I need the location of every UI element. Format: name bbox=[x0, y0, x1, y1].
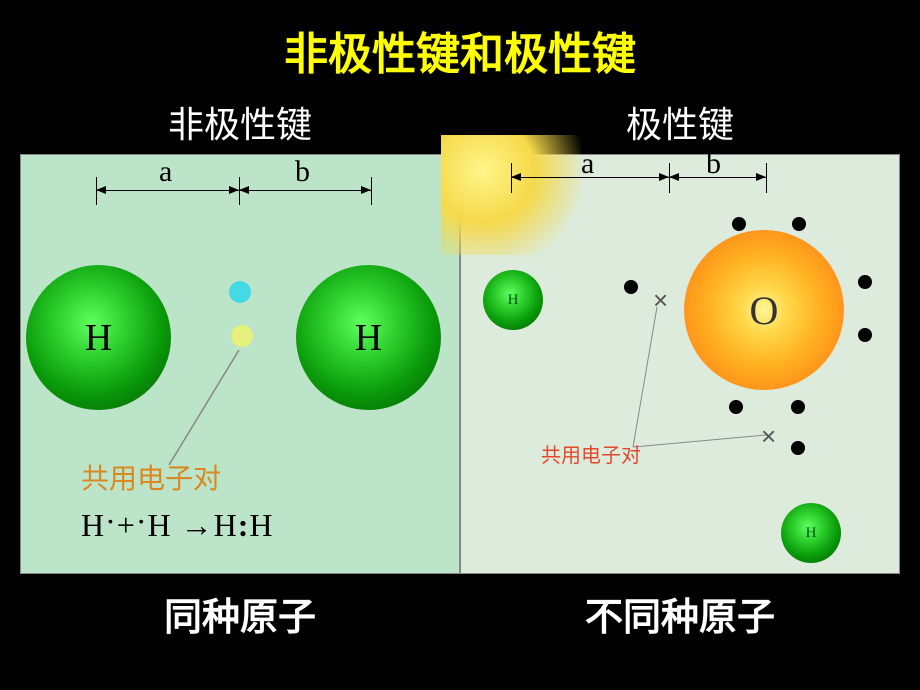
left-panel: 非极性键 a b H H bbox=[20, 92, 460, 641]
shared-label-left: 共用电子对 bbox=[81, 457, 221, 497]
lone-dot-3 bbox=[858, 275, 872, 289]
eq-colon: : bbox=[238, 507, 250, 543]
r-arrow-b-r bbox=[756, 173, 766, 181]
cross-2: × bbox=[761, 421, 776, 452]
left-panel-title: 非极性键 bbox=[168, 96, 312, 148]
r-arrow-a-r bbox=[659, 173, 669, 181]
r-arrow-a-l bbox=[511, 173, 521, 181]
atom-h-small-2: H bbox=[781, 503, 841, 563]
dim-line-a bbox=[96, 190, 239, 191]
main-title-text: 非极性键和极性键 bbox=[284, 30, 636, 79]
eq-part2: H bbox=[147, 507, 180, 543]
arrow-a-r bbox=[229, 186, 239, 194]
shared-label-right: 共用电子对 bbox=[541, 439, 641, 468]
eq-part4: H bbox=[249, 507, 273, 543]
lone-dot-6 bbox=[791, 400, 805, 414]
lone-dot-4 bbox=[858, 328, 872, 342]
r-arrow-b-l bbox=[669, 173, 679, 181]
right-diagram: a b O H H × × bbox=[460, 154, 900, 574]
main-title: 非极性键和极性键 bbox=[0, 0, 920, 92]
equation: H·+·H →H:H bbox=[81, 507, 273, 544]
dim-line-b bbox=[239, 190, 371, 191]
r-dim-tick-right bbox=[766, 163, 767, 193]
eq-part3: H bbox=[214, 507, 238, 543]
eq-plus: + bbox=[117, 507, 136, 543]
lone-dot-2 bbox=[792, 217, 806, 231]
atom-h-right: H bbox=[296, 265, 441, 410]
eq-dot2: · bbox=[136, 503, 148, 539]
atom-h-small-1-label: H bbox=[508, 292, 519, 309]
arrow-b-r bbox=[361, 186, 371, 194]
dim-label-a: a bbox=[159, 155, 172, 189]
bond-dot-1 bbox=[624, 280, 638, 294]
eq-dot: · bbox=[105, 503, 117, 539]
electron-cyan bbox=[229, 281, 251, 303]
bond-dot-2 bbox=[791, 441, 805, 455]
panels-container: 非极性键 a b H H bbox=[0, 92, 920, 641]
electron-yellow bbox=[231, 325, 253, 347]
arrow-a-l bbox=[96, 186, 106, 194]
atom-o: O bbox=[684, 230, 844, 390]
atom-h-small-1: H bbox=[483, 270, 543, 330]
right-panel-caption: 不同种原子 bbox=[585, 586, 775, 641]
r-dim-label-a: a bbox=[581, 147, 594, 181]
left-panel-caption: 同种原子 bbox=[164, 586, 316, 641]
arrow-b-l bbox=[239, 186, 249, 194]
dim-tick-right bbox=[371, 177, 372, 205]
atom-h-left: H bbox=[26, 265, 171, 410]
right-panel-title: 极性键 bbox=[626, 96, 734, 148]
cross-1: × bbox=[653, 285, 668, 316]
right-panel: 极性键 a b O H H bbox=[460, 92, 900, 641]
lone-dot-1 bbox=[732, 217, 746, 231]
dim-label-b: b bbox=[295, 155, 310, 189]
r-dim-label-b: b bbox=[706, 147, 721, 181]
left-diagram: a b H H 共用电子对 H·+·H →H:H bbox=[20, 154, 460, 574]
corner-glow bbox=[441, 135, 581, 255]
atom-h-right-label: H bbox=[355, 316, 382, 360]
lone-dot-5 bbox=[729, 400, 743, 414]
eq-arrow: → bbox=[181, 507, 214, 543]
atom-o-label: O bbox=[750, 287, 779, 334]
eq-part: H bbox=[81, 507, 105, 543]
atom-h-left-label: H bbox=[85, 316, 112, 360]
atom-h-small-2-label: H bbox=[806, 525, 817, 542]
